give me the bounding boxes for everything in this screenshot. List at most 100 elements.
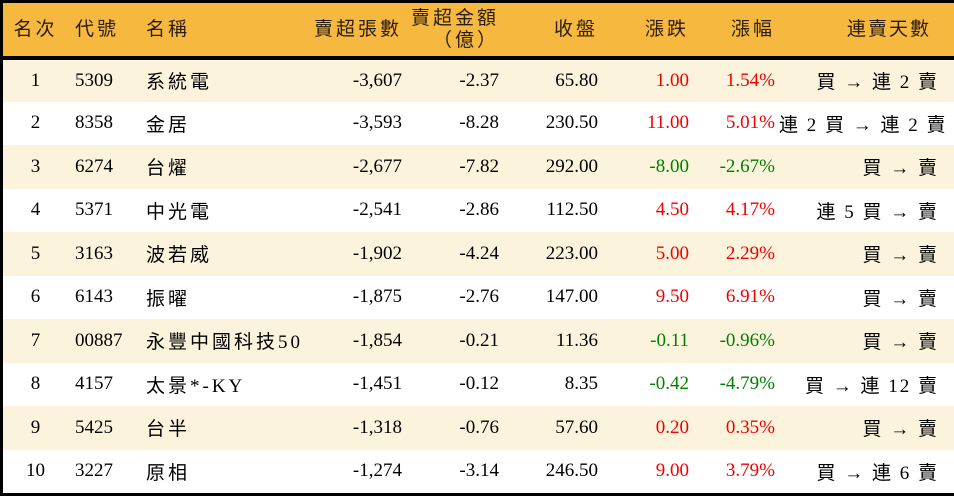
- column-header-line1: 賣超金額: [410, 7, 499, 29]
- table-row: 4 5371 中光電 -2,541 -2.86 112.50 4.50 4.17% 連 5 買 …: [3, 188, 954, 232]
- table-row: 1 5309 系統電 -3,607 -2.37 65.80 1.00 1.54% 買 → 連 2…: [3, 58, 954, 102]
- column-header-close: 收盤: [503, 3, 602, 60]
- cell-change_pct: 6.91%: [725, 286, 775, 308]
- cell-change_pct: 1.54%: [725, 69, 775, 91]
- cell-name: 系統電: [146, 72, 213, 94]
- column-header-sell_volume: 賣超張數: [303, 3, 406, 60]
- table-row: 9 5425 台半 -1,318 -0.76 57.60 0.20 0.35% 買 → 賣: [3, 406, 954, 450]
- cell-close: 11.36: [555, 329, 598, 351]
- cell-rank: 9: [30, 416, 41, 438]
- cell-change_pct: 4.17%: [725, 199, 775, 221]
- cell-code: 6274: [75, 155, 113, 177]
- cell-change_pct: 0.35%: [725, 416, 775, 438]
- cell-sell_amount: -2.86: [459, 199, 499, 221]
- cell-sell_volume: -1,318: [352, 416, 402, 438]
- column-header-name: 名稱: [138, 3, 303, 60]
- cell-close: 292.00: [545, 155, 598, 177]
- cell-streak: 買 → 連 12 賣: [804, 375, 939, 397]
- cell-code: 3227: [75, 460, 113, 482]
- cell-sell_volume: -3,593: [352, 112, 402, 134]
- cell-sell_volume: -1,875: [352, 286, 402, 308]
- cell-rank: 8: [30, 373, 41, 395]
- cell-change: 1.00: [655, 69, 689, 91]
- cell-change_pct: 5.01%: [725, 112, 775, 134]
- cell-close: 8.35: [564, 373, 598, 395]
- column-header-streak: 連賣天數: [779, 3, 954, 60]
- cell-close: 246.50: [545, 460, 598, 482]
- cell-sell_amount: -7.82: [459, 155, 499, 177]
- cell-streak: 買 → 連 2 賣: [816, 72, 939, 94]
- cell-code: 6143: [75, 286, 113, 308]
- cell-rank: 1: [30, 69, 41, 91]
- data-table: 名次 代號 名稱 賣超張數 賣超金額 （億） 收盤 漲跌 漲幅 連賣天數 1 5309 系統電 -3,6…: [3, 3, 954, 493]
- cell-code: 3163: [75, 242, 113, 264]
- cell-change_pct: -0.96%: [719, 329, 775, 351]
- cell-change: 5.00: [655, 242, 689, 264]
- cell-name: 台燿: [146, 158, 191, 180]
- cell-code: 8358: [75, 112, 113, 134]
- cell-streak: 買 → 賣: [862, 332, 939, 354]
- cell-sell_volume: -2,541: [352, 199, 402, 221]
- cell-streak: 買 → 賣: [862, 419, 939, 441]
- cell-change: 11.00: [646, 112, 689, 134]
- cell-code: 5425: [75, 416, 113, 438]
- column-header-line2: （億）: [432, 29, 499, 51]
- cell-rank: 7: [30, 329, 41, 351]
- cell-rank: 2: [30, 112, 41, 134]
- cell-sell_amount: -2.37: [459, 69, 499, 91]
- table-row: 8 4157 太景*-KY -1,451 -0.12 8.35 -0.42 -4.79% 買 →…: [3, 362, 954, 406]
- cell-sell_amount: -4.24: [459, 242, 499, 264]
- cell-streak: 買 → 賣: [862, 245, 939, 267]
- cell-close: 230.50: [545, 112, 598, 134]
- cell-sell_volume: -1,451: [352, 373, 402, 395]
- cell-streak: 買 → 連 6 賣: [816, 462, 939, 484]
- cell-change: -0.11: [650, 329, 689, 351]
- cell-streak: 連 5 買 → 賣: [816, 201, 939, 223]
- column-header-change: 漲跌: [602, 3, 693, 60]
- table-row: 3 6274 台燿 -2,677 -7.82 292.00 -8.00 -2.67% 買 → 賣: [3, 145, 954, 189]
- column-header-sell_amount: 賣超金額 （億）: [406, 3, 503, 60]
- cell-name: 台半: [146, 419, 191, 441]
- header-row: 名次 代號 名稱 賣超張數 賣超金額 （億） 收盤 漲跌 漲幅 連賣天數: [3, 3, 954, 60]
- cell-rank: 6: [30, 286, 41, 308]
- cell-code: 00887: [75, 329, 123, 351]
- table-row: 5 3163 波若威 -1,902 -4.24 223.00 5.00 2.29% 買 → 賣: [3, 232, 954, 276]
- cell-change: 4.50: [655, 199, 689, 221]
- cell-close: 65.80: [555, 69, 598, 91]
- cell-change_pct: 2.29%: [725, 242, 775, 264]
- cell-code: 4157: [75, 373, 113, 395]
- cell-rank: 4: [30, 199, 41, 221]
- table-row: 10 3227 原相 -1,274 -3.14 246.50 9.00 3.79% 買 → 連 …: [3, 449, 954, 493]
- table-header: 名次 代號 名稱 賣超張數 賣超金額 （億） 收盤 漲跌 漲幅 連賣天數: [3, 3, 954, 60]
- cell-sell_amount: -0.12: [459, 373, 499, 395]
- cell-code: 5371: [75, 199, 113, 221]
- cell-close: 112.50: [546, 199, 598, 221]
- table-row: 7 00887 永豐中國科技50大 -1,854 -0.21 11.36 -0.11 -0.9…: [3, 319, 954, 363]
- cell-sell_amount: -2.76: [459, 286, 499, 308]
- cell-sell_amount: -0.76: [459, 416, 499, 438]
- cell-sell_volume: -3,607: [352, 69, 402, 91]
- cell-sell_amount: -3.14: [459, 460, 499, 482]
- column-header-rank: 名次: [3, 3, 68, 60]
- cell-change: 9.00: [655, 460, 689, 482]
- cell-name: 振曜: [146, 288, 191, 310]
- cell-change: 0.20: [655, 416, 689, 438]
- cell-sell_volume: -2,677: [352, 155, 402, 177]
- table-row: 2 8358 金居 -3,593 -8.28 230.50 11.00 5.01% 連 2 買 …: [3, 101, 954, 145]
- cell-streak: 連 2 買 → 連 2 賣: [779, 114, 948, 136]
- cell-sell_volume: -1,274: [352, 460, 402, 482]
- table-row: 6 6143 振曜 -1,875 -2.76 147.00 9.50 6.91% 買 → 賣: [3, 275, 954, 319]
- cell-name: 中光電: [146, 201, 213, 223]
- cell-name: 永豐中國科技50大: [146, 332, 303, 354]
- cell-change_pct: 3.79%: [725, 460, 775, 482]
- column-header-code: 代號: [68, 3, 138, 60]
- cell-streak: 買 → 賣: [862, 158, 939, 180]
- table-body: 1 5309 系統電 -3,607 -2.37 65.80 1.00 1.54% 買 → 連 2…: [3, 58, 954, 493]
- cell-change: -0.42: [649, 373, 689, 395]
- cell-rank: 10: [26, 460, 45, 482]
- cell-sell_amount: -8.28: [459, 112, 499, 134]
- cell-change: 9.50: [655, 286, 689, 308]
- cell-name: 太景*-KY: [146, 375, 246, 397]
- cell-streak: 買 → 賣: [862, 288, 939, 310]
